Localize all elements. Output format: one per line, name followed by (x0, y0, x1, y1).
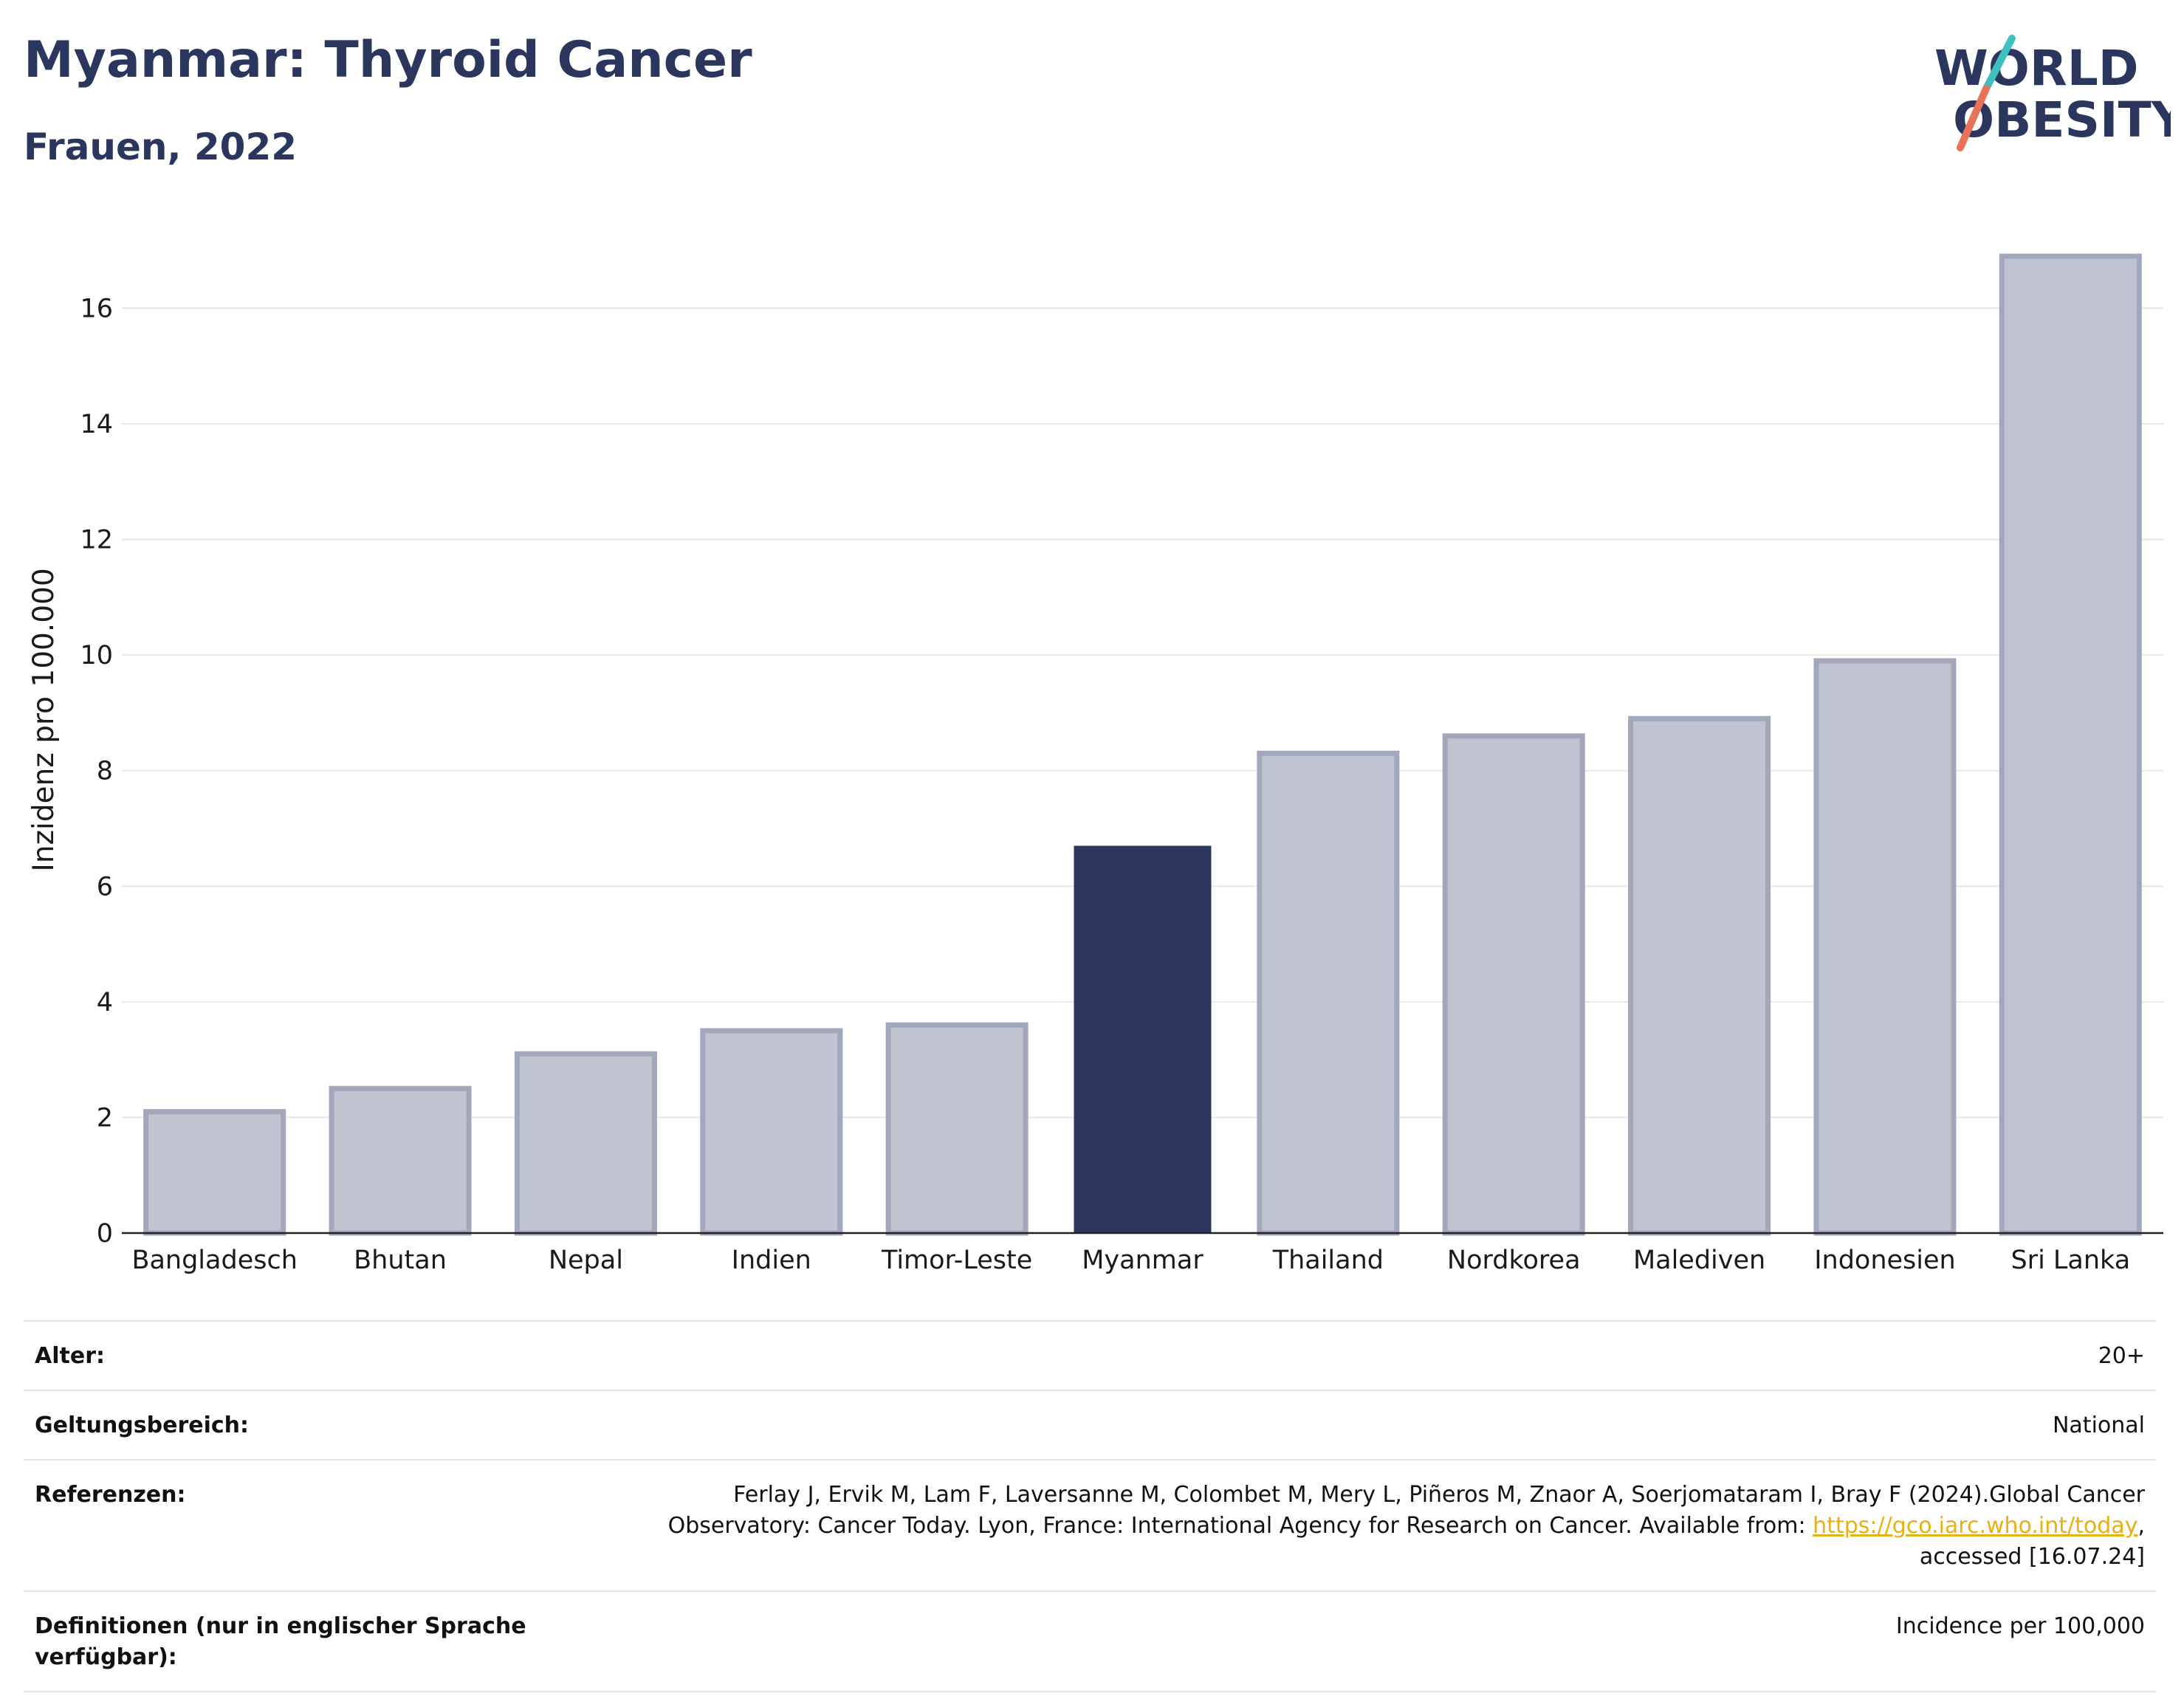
y-axis-title: Inzidenz pro 100.000 (27, 568, 61, 871)
bar-timor-leste (885, 1022, 1029, 1236)
bar-myanmar (1074, 845, 1212, 1233)
bar-thailand (1257, 750, 1400, 1236)
x-tick-label: Nordkorea (1447, 1246, 1581, 1275)
bar-sri-lanka (1999, 253, 2142, 1236)
logo-word-obesity: OBESITY (1953, 92, 2171, 148)
bar-indien (700, 1028, 843, 1236)
y-tick-label: 6 (97, 872, 113, 902)
definitions-label: Definitionen (nur in englischer Sprache … (35, 1613, 526, 1670)
age-label: Alter: (35, 1343, 105, 1369)
references-link[interactable]: https://gco.iarc.who.int/today (1813, 1513, 2138, 1539)
x-tick-labels: Bangladesch Bhutan Nepal Indien Timor-Leste M… (131, 1246, 2130, 1275)
x-tick-label: Timor-Leste (881, 1246, 1032, 1275)
bar-malediven (1628, 715, 1771, 1236)
info-row-references: Referenzen: Ferlay J, Ervik M, Lam F, La… (24, 1459, 2156, 1590)
logo-slash-top (1982, 35, 2016, 92)
chart-title: Myanmar: Thyroid Cancer (24, 31, 752, 89)
y-tick-label: 4 (97, 988, 113, 1017)
y-tick-labels: 0 2 4 6 8 10 12 14 16 (80, 294, 113, 1249)
x-tick-label: Nepal (549, 1246, 623, 1275)
y-tick-label: 8 (97, 757, 113, 786)
x-tick-label: Indonesien (1814, 1246, 1956, 1275)
y-tick-label: 2 (97, 1103, 113, 1133)
bar-bangladesch (143, 1109, 286, 1236)
x-tick-label: Bangladesch (131, 1246, 297, 1275)
info-row-age: Alter: 20+ (24, 1320, 2156, 1390)
bar-indonesien (1813, 658, 1957, 1236)
references-label: Referenzen: (35, 1482, 186, 1508)
references-accessed: , accessed [16.07.24] (1919, 1513, 2145, 1570)
definitions-value: Incidence per 100,000 (1895, 1613, 2145, 1639)
x-tick-label: Myanmar (1082, 1246, 1203, 1275)
age-value: 20+ (2098, 1343, 2145, 1369)
y-tick-label: 12 (80, 526, 113, 555)
bars (143, 253, 2142, 1236)
info-row-scope: Geltungsbereich: National (24, 1390, 2156, 1459)
bar-chart: 0 2 4 6 8 10 12 14 16 Bangladesch Bhutan Nepal Indi… (27, 253, 2163, 1275)
y-tick-label: 14 (80, 410, 113, 439)
references-text: Ferlay J, Ervik M, Lam F, Laversanne M, … (667, 1482, 2145, 1539)
references-value: Ferlay J, Ervik M, Lam F, Laversanne M, … (631, 1480, 2145, 1573)
bar-bhutan (329, 1085, 472, 1236)
x-tick-label: Thailand (1272, 1246, 1384, 1275)
world-obesity-logo: WORLD OBESITY (1934, 35, 2171, 151)
x-tick-label: Sri Lanka (2010, 1246, 2130, 1275)
info-table: Alter: 20+ Geltungsbereich: National Ref… (24, 1320, 2156, 1692)
x-tick-label: Bhutan (354, 1246, 447, 1275)
scope-value: National (2052, 1412, 2145, 1438)
info-row-definitions: Definitionen (nur in englischer Sprache … (24, 1590, 2156, 1692)
y-tick-label: 16 (80, 294, 113, 323)
y-tick-label: 0 (97, 1219, 113, 1249)
logo-slash-bottom (1957, 85, 1990, 151)
scope-label: Geltungsbereich: (35, 1412, 250, 1438)
chart-subtitle: Frauen, 2022 (24, 126, 298, 168)
bar-nordkorea (1442, 733, 1585, 1236)
x-tick-label: Indien (732, 1246, 811, 1275)
logo-word-world: WORLD (1934, 40, 2139, 97)
bar-nepal (514, 1051, 657, 1236)
x-tick-label: Malediven (1633, 1246, 1765, 1275)
y-tick-label: 10 (80, 641, 113, 670)
